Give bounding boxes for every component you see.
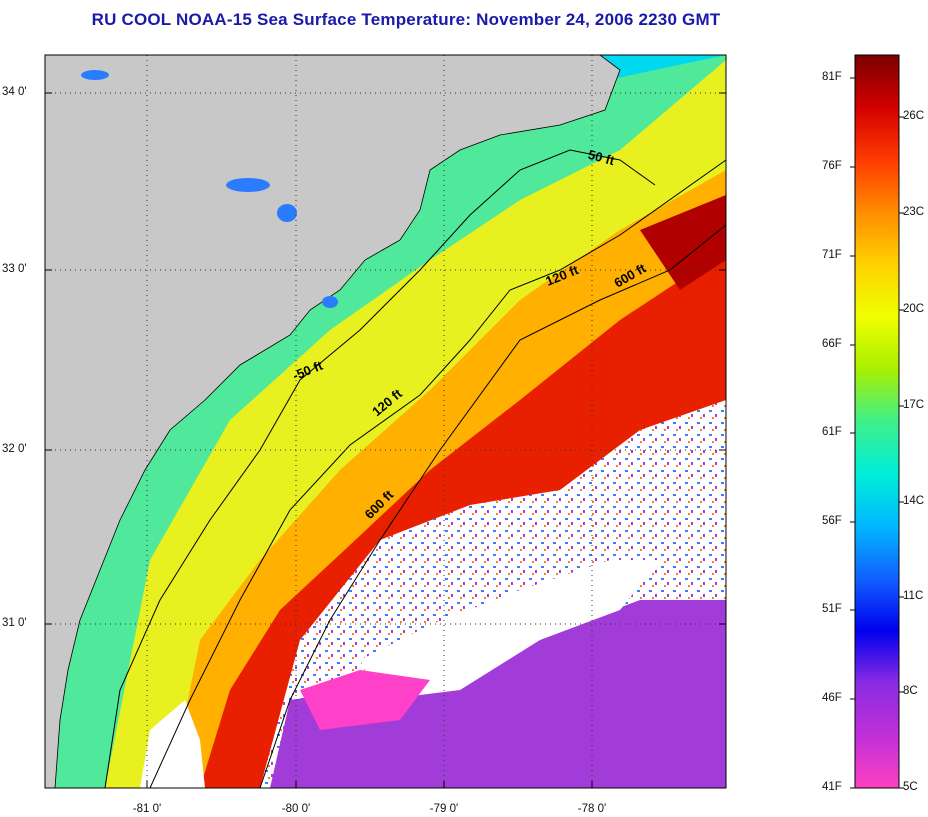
sst-white-clear-patch bbox=[360, 560, 660, 700]
lon-label-80: -80 0' bbox=[281, 803, 311, 815]
graticule bbox=[45, 55, 726, 788]
sst-purple-region bbox=[270, 600, 726, 788]
sst-magenta-patch bbox=[300, 670, 430, 730]
colorbar-c-14: 14C bbox=[903, 495, 925, 507]
axis-ticks bbox=[45, 92, 726, 788]
colorbar-f-41: 41F bbox=[822, 781, 842, 793]
colorbar-f-51: 51F bbox=[822, 603, 842, 615]
isobath-120ft bbox=[149, 159, 727, 789]
lat-label-31: 31 0' bbox=[2, 617, 27, 629]
colorbar-c-8: 8C bbox=[903, 685, 918, 697]
lon-label-78: -78 0' bbox=[577, 803, 607, 815]
colorbar-c-17: 17C bbox=[903, 399, 925, 411]
sst-bottom-left-cloud bbox=[140, 700, 205, 788]
colorbar-c-5: 5C bbox=[903, 781, 918, 793]
map-frame bbox=[44, 54, 727, 789]
sst-red-peak bbox=[640, 195, 726, 290]
colorbar-f-46: 46F bbox=[822, 692, 842, 704]
colorbar-f-71: 71F bbox=[822, 249, 842, 261]
lat-label-32: 32 0' bbox=[2, 443, 27, 455]
isobath-50ft bbox=[104, 149, 656, 789]
lon-label-81: -81 0' bbox=[132, 803, 162, 815]
colorbar-c-26: 26C bbox=[903, 110, 925, 122]
colorbar-f-66: 66F bbox=[822, 338, 842, 350]
map-title: RU COOL NOAA-15 Sea Surface Temperature:… bbox=[91, 10, 721, 29]
colorbar-f-56: 56F bbox=[822, 515, 842, 527]
colorbar-f-61: 61F bbox=[822, 426, 842, 438]
colorbar-f-81: 81F bbox=[822, 71, 842, 83]
lon-label-79: -79 0' bbox=[429, 803, 459, 815]
colorbar-gradient bbox=[854, 54, 900, 789]
inland-waters bbox=[81, 70, 338, 308]
land-mass bbox=[44, 54, 621, 789]
lat-label-34: 34 0' bbox=[2, 86, 27, 98]
colorbar-f-76: 76F bbox=[822, 160, 842, 172]
colorbar-c-11: 11C bbox=[903, 590, 924, 602]
colorbar-ticks bbox=[850, 77, 904, 789]
colorbar-c-20: 20C bbox=[903, 303, 925, 315]
lat-label-33: 33 0' bbox=[2, 263, 27, 275]
colorbar-c-23: 23C bbox=[903, 206, 925, 218]
